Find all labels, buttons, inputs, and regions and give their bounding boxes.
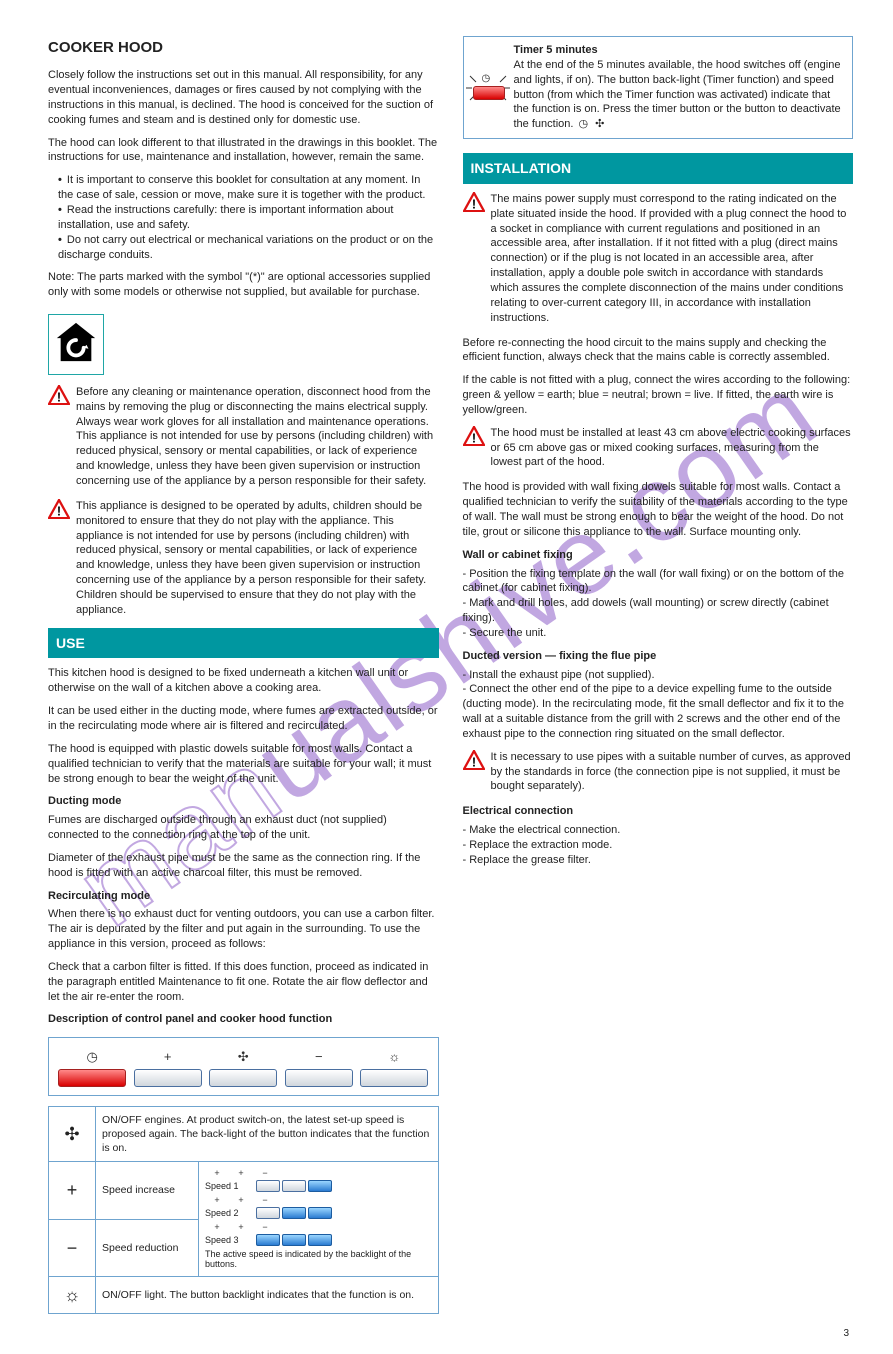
bulb-icon: ☼ xyxy=(388,1048,400,1066)
fan-icon: ✣ xyxy=(595,118,604,130)
use-para-1: This kitchen hood is designed to be fixe… xyxy=(48,666,439,696)
fan-icon: ✣ xyxy=(238,1048,249,1066)
clock-icon: ◷ xyxy=(579,118,589,130)
duct-warning: It is necessary to use pipes with a suit… xyxy=(491,750,854,795)
left-column: COOKER HOOD Closely follow the instructi… xyxy=(48,36,439,1314)
plus-icon: + xyxy=(49,1162,96,1219)
intro-note: Note: The parts marked with the symbol "… xyxy=(48,270,439,300)
intro-bullet-2: Read the instructions carefully: there i… xyxy=(58,203,439,233)
use-para-2: It can be used either in the ducting mod… xyxy=(48,704,439,734)
warning-icon: ! xyxy=(463,192,485,212)
use-para-6: When there is no exhaust duct for ventin… xyxy=(48,907,439,952)
legend-light-text: ON/OFF light. The button backlight indic… xyxy=(96,1276,439,1313)
use-section-heading: USE xyxy=(48,628,439,659)
intro-para-1: Closely follow the instructions set out … xyxy=(48,68,439,127)
use-para-4: Fumes are discharged outside through an … xyxy=(48,813,439,843)
legend-speed-3: Speed 3 xyxy=(205,1236,255,1246)
panel-btn-timer[interactable]: ◷ xyxy=(59,1048,125,1087)
mounting-para: The hood is provided with wall fixing do… xyxy=(463,480,854,539)
duct-step-2: Connect the other end of the pipe to a d… xyxy=(463,682,854,741)
bulb-icon: ☼ xyxy=(49,1276,96,1313)
wall-cabinet-heading: Wall or cabinet fixing xyxy=(463,548,854,563)
ducting-heading: Ducting mode xyxy=(48,794,439,809)
svg-text:!: ! xyxy=(57,389,61,404)
timer-title: Timer 5 minutes xyxy=(514,43,847,58)
svg-text:!: ! xyxy=(471,196,475,211)
legend-speed-1: Speed 1 xyxy=(205,1182,255,1192)
installation-section-heading: INSTALLATION xyxy=(463,153,854,184)
timer-flash-icon: ◷ xyxy=(470,43,506,132)
elec-list: Make the electrical connection. Replace … xyxy=(463,823,854,868)
timer-desc: At the end of the 5 minutes available, t… xyxy=(514,59,841,130)
controls-heading: Description of control panel and cooker … xyxy=(48,1012,439,1027)
minus-icon: − xyxy=(315,1048,323,1066)
right-column: ◷ Timer 5 minutes xyxy=(463,36,854,1314)
use-para-5: Diameter of the exhaust pipe must be the… xyxy=(48,851,439,881)
left-warning-1: Before any cleaning or maintenance opera… xyxy=(76,385,439,489)
timer-note-box: ◷ Timer 5 minutes xyxy=(463,36,854,139)
install-warning-2: The hood must be installed at least 43 c… xyxy=(491,426,854,471)
legend-speed-2: Speed 2 xyxy=(205,1209,255,1219)
plus-icon: + xyxy=(164,1048,172,1066)
speed-indicator-cell: ++− Speed 1 ++− Speed 2 ++− xyxy=(199,1162,439,1276)
page-title: COOKER HOOD xyxy=(48,38,439,58)
warning-icon: ! xyxy=(48,385,70,405)
page-number: 3 xyxy=(843,1327,849,1341)
elec-step-2: Replace the extraction mode. xyxy=(463,838,854,853)
svg-text:!: ! xyxy=(471,430,475,445)
left-warning-2: This appliance is designed to be operate… xyxy=(76,499,439,618)
intro-bullet-1: It is important to conserve this booklet… xyxy=(58,173,439,203)
warning-icon: ! xyxy=(48,499,70,519)
panel-btn-minus[interactable]: − xyxy=(286,1048,352,1087)
install-warn-note-2: If the cable is not fitted with a plug, … xyxy=(463,373,854,418)
duct-heading: Ducted version — fixing the flue pipe xyxy=(463,649,854,664)
elec-step-3: Replace the grease filter. xyxy=(463,853,854,868)
svg-text:!: ! xyxy=(57,503,61,518)
duct-list: Install the exhaust pipe (not supplied).… xyxy=(463,668,854,742)
legend-row-light: ☼ ON/OFF light. The button backlight ind… xyxy=(49,1276,439,1313)
use-para-3: The hood is equipped with plastic dowels… xyxy=(48,742,439,787)
svg-text:!: ! xyxy=(471,754,475,769)
fan-icon: ✣ xyxy=(49,1106,96,1162)
control-panel: ◷ + ✣ − ☼ xyxy=(48,1037,439,1096)
wall-step-2: Mark and drill holes, add dowels (wall m… xyxy=(463,596,854,626)
minus-icon: − xyxy=(49,1219,96,1276)
use-para-7: Check that a carbon filter is fitted. If… xyxy=(48,960,439,1005)
clock-icon: ◷ xyxy=(86,1048,97,1066)
house-recirc-icon xyxy=(48,314,104,375)
warning-icon: ! xyxy=(463,426,485,446)
intro-para-2: The hood can look different to that illu… xyxy=(48,136,439,166)
legend-row-fan: ✣ ON/OFF engines. At product switch-on, … xyxy=(49,1106,439,1162)
intro-bullet-list: It is important to conserve this booklet… xyxy=(48,173,439,262)
panel-btn-fan[interactable]: ✣ xyxy=(210,1048,276,1087)
legend-plus-text: Speed increase xyxy=(96,1162,199,1219)
legend-table: ✣ ON/OFF engines. At product switch-on, … xyxy=(48,1106,439,1314)
legend-minus-text: Speed reduction xyxy=(96,1219,199,1276)
legend-speed-note: The active speed is indicated by the bac… xyxy=(205,1250,432,1270)
install-warn-note-1: Before re-connecting the hood circuit to… xyxy=(463,336,854,366)
wall-step-1: Position the fixing template on the wall… xyxy=(463,567,854,597)
elec-step-1: Make the electrical connection. xyxy=(463,823,854,838)
panel-btn-light[interactable]: ☼ xyxy=(361,1048,427,1087)
wall-cabinet-list: Position the fixing template on the wall… xyxy=(463,567,854,641)
legend-row-plus: + Speed increase ++− Speed 1 ++− Speed 2 xyxy=(49,1162,439,1219)
wall-step-3: Secure the unit. xyxy=(463,626,854,641)
install-warning-1: The mains power supply must correspond t… xyxy=(491,192,854,326)
warning-icon: ! xyxy=(463,750,485,770)
duct-step-1: Install the exhaust pipe (not supplied). xyxy=(463,668,854,683)
legend-fan-text: ON/OFF engines. At product switch-on, th… xyxy=(96,1106,439,1162)
elec-heading: Electrical connection xyxy=(463,804,854,819)
intro-bullet-3: Do not carry out electrical or mechanica… xyxy=(58,233,439,263)
panel-btn-plus[interactable]: + xyxy=(135,1048,201,1087)
recirc-heading: Recirculating mode xyxy=(48,889,439,904)
